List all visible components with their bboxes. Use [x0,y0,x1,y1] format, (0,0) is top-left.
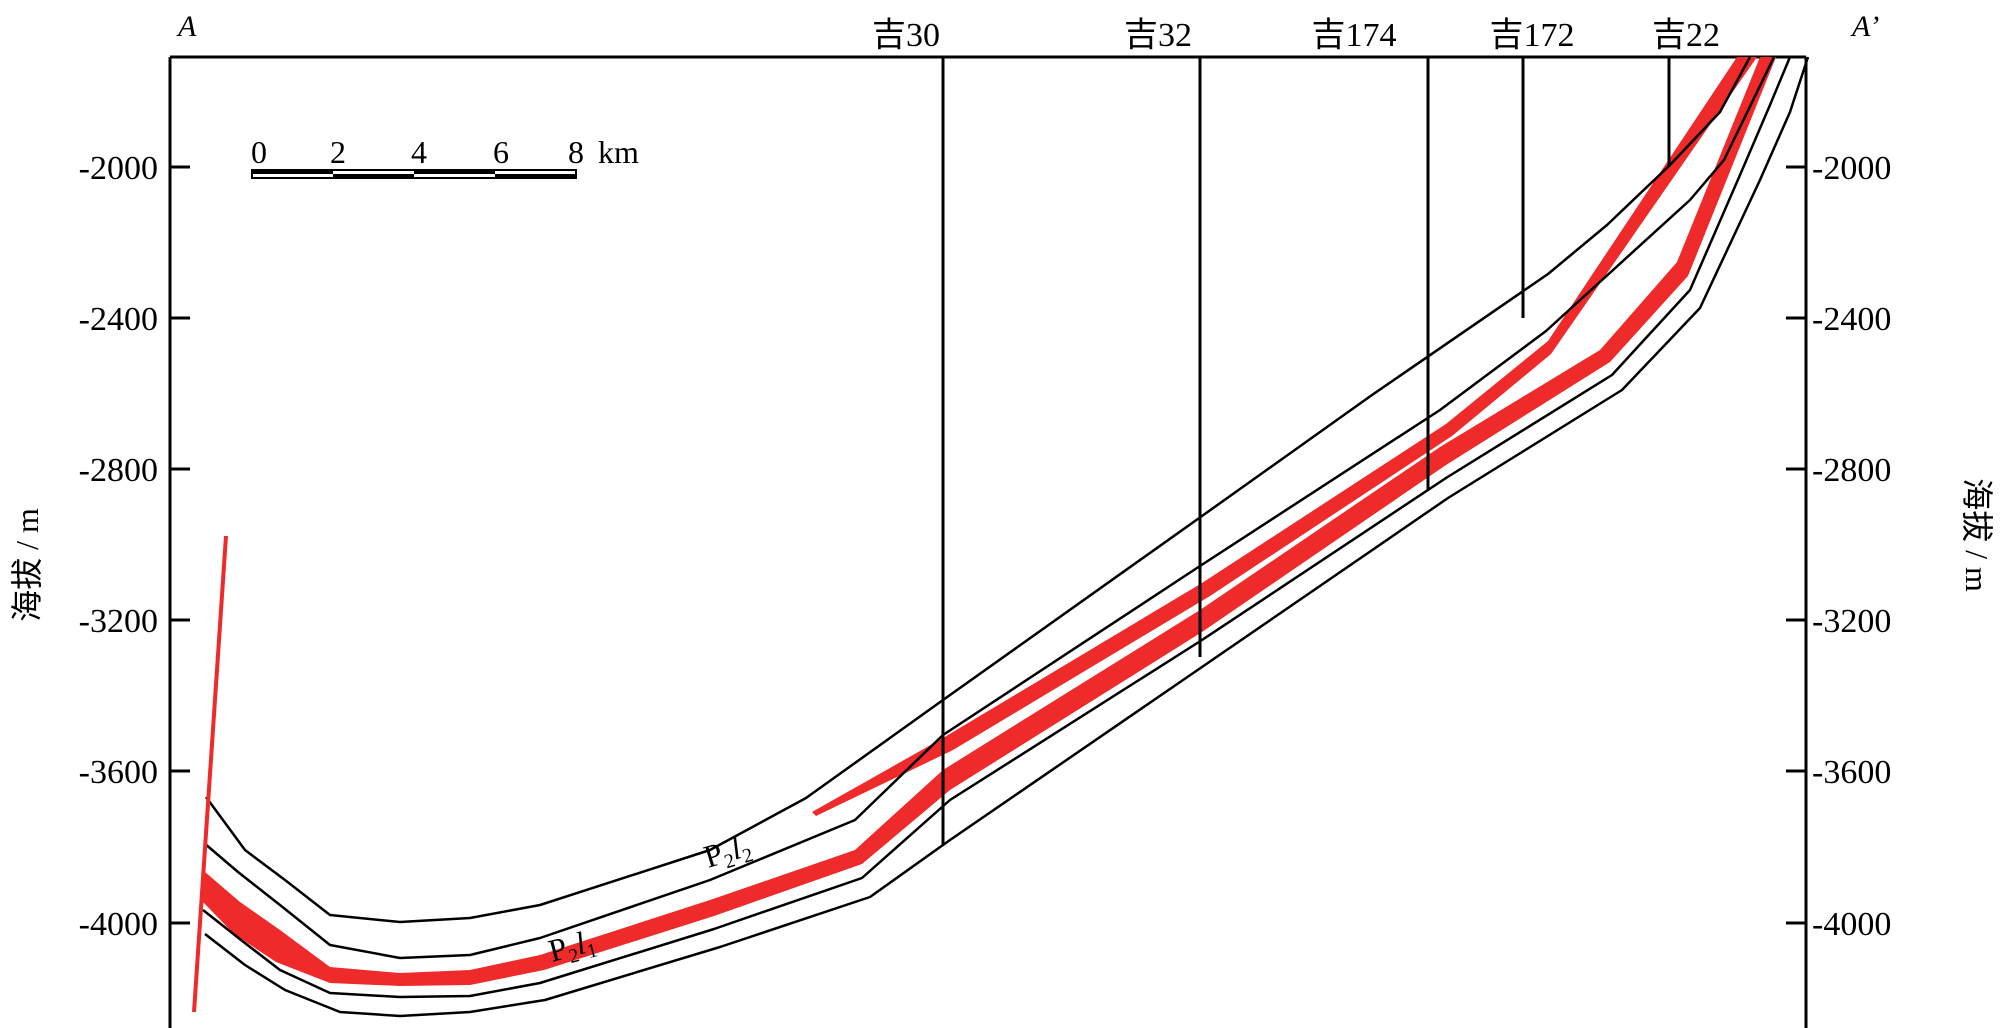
wells: 吉30 吉32 吉174 吉172 吉22 [872,17,1720,845]
section-end-label: A’ [1850,10,1879,43]
right-tick-label: -3200 [1812,603,1891,640]
section-start-label: A [176,10,197,43]
horizon-4 [204,56,1810,1018]
p2l1-reservoir-band [203,57,1776,986]
scale-bar-segment-3 [414,170,495,174]
scale-bar-segment-1 [252,170,333,174]
left-tick-label: -4000 [79,906,158,943]
horizon-2 [203,56,1776,960]
unit-label-p2l1: P2l1 [544,922,599,973]
scale-bar-unit: km [598,134,639,170]
well-label: 吉30 [872,17,940,54]
left-axis-ticks [170,165,190,925]
p2l2-reservoir-band [812,57,1757,816]
scale-bar-segment-4 [495,174,576,178]
well-j30: 吉30 [872,17,945,845]
horizon-lines [202,56,1810,1018]
right-tick-labels: -2000 -2400 -2800 -3200 -3600 -4000 [1812,150,1891,943]
horizon-1 [204,56,1752,924]
well-label: 吉32 [1124,17,1192,54]
left-tick-label: -2800 [79,452,158,489]
right-tick-label: -2400 [1812,301,1891,338]
left-tick-labels: -2000 -2400 -2800 -3200 -3600 -4000 [79,150,158,943]
fault-line [192,535,228,1013]
well-label: 吉22 [1652,17,1720,54]
scale-bar-label: 6 [493,134,509,170]
right-tick-label: -3600 [1812,754,1891,791]
scale-bar-segment-2 [333,174,414,178]
right-axis-ticks [1786,165,1806,925]
well-j172: 吉172 [1490,17,1575,318]
horizon-3 [202,56,1792,999]
left-tick-label: -2400 [79,301,158,338]
scale-bar-label: 8 [568,134,584,170]
well-j32: 吉32 [1124,17,1202,657]
well-j22: 吉22 [1652,17,1720,167]
scale-bar: 0 2 4 6 8 km [251,134,639,179]
left-tick-label: -3200 [79,603,158,640]
right-tick-label: -2800 [1812,452,1891,489]
scale-bar-label: 2 [330,134,346,170]
scale-bar-label: 0 [251,134,267,170]
well-label: 吉174 [1312,17,1397,54]
well-label: 吉172 [1490,17,1575,54]
left-tick-label: -2000 [79,150,158,187]
right-axis-title: 海拔 / m [1959,478,1995,592]
scale-bar-label: 4 [411,134,427,170]
unit-label-p2l2: P2l2 [700,827,756,879]
left-tick-label: -3600 [79,754,158,791]
right-tick-label: -4000 [1812,906,1891,943]
right-tick-label: -2000 [1812,150,1891,187]
left-axis-title: 海拔 / m [9,508,45,622]
well-j174: 吉174 [1312,17,1430,490]
